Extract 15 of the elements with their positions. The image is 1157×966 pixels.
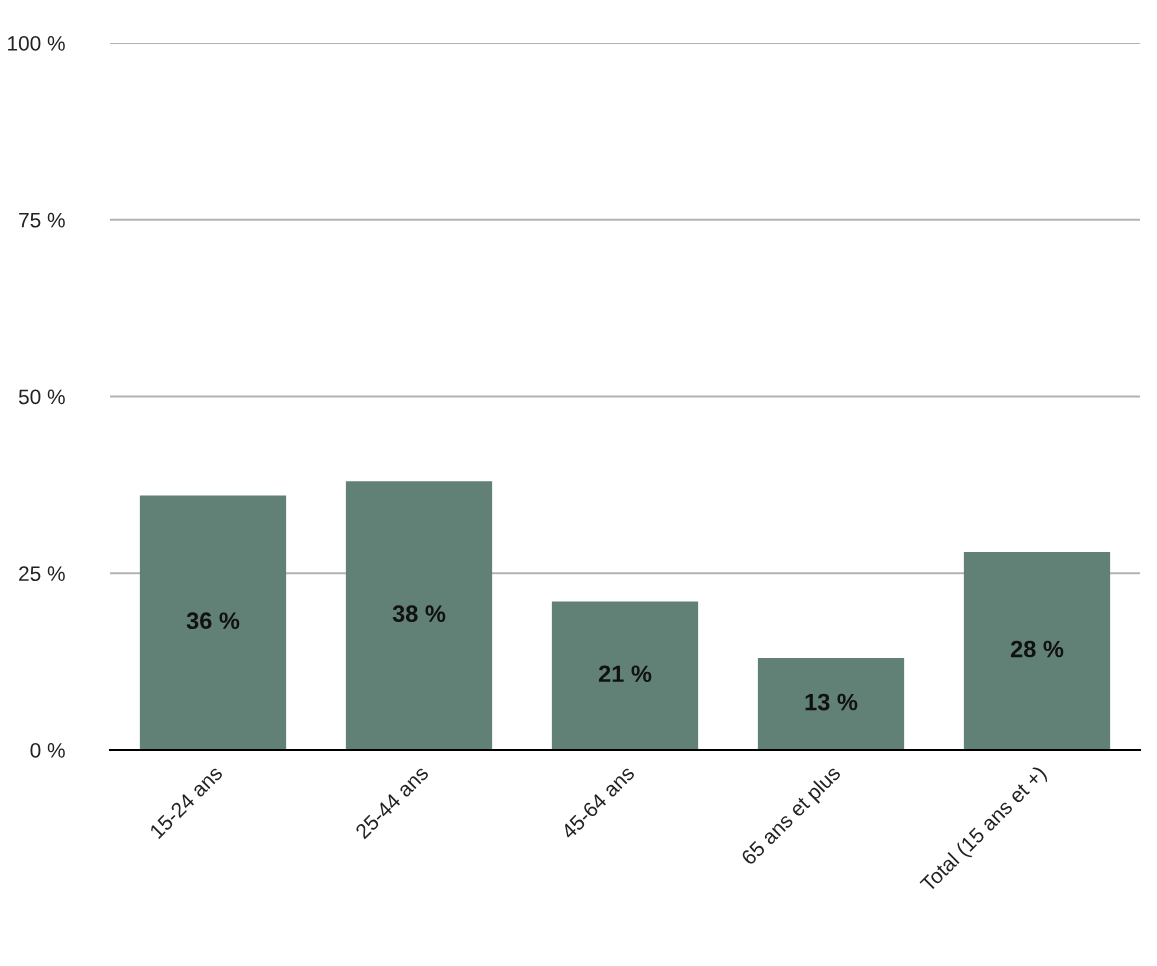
- bar: [963, 552, 1111, 750]
- bar: [345, 481, 493, 750]
- y-tick-label: 0 %: [30, 743, 65, 758]
- bar: [757, 658, 905, 750]
- y-tick-label: 75 %: [19, 212, 65, 228]
- data-label: 36 %: [186, 612, 240, 630]
- bar: [551, 601, 699, 750]
- data-label: 38 %: [392, 605, 446, 623]
- data-label: 13 %: [805, 693, 858, 711]
- y-tick-label: 50 %: [18, 389, 65, 405]
- y-tick-label: 25 %: [19, 566, 65, 581]
- bar: [139, 495, 287, 750]
- data-label: 28 %: [1010, 640, 1064, 658]
- data-label: 21 %: [598, 665, 652, 683]
- y-tick-label: 100 %: [8, 36, 65, 51]
